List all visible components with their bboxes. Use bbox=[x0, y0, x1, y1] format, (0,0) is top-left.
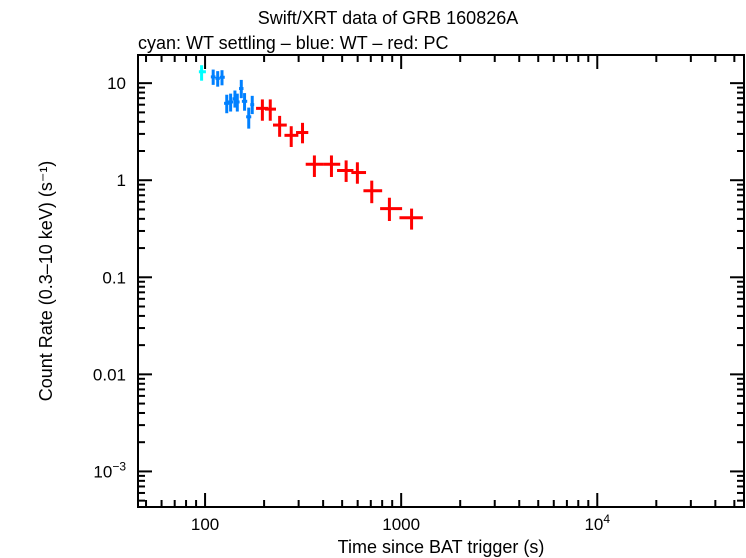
data-point bbox=[264, 99, 277, 121]
y-tick-label: 1 bbox=[117, 171, 126, 190]
data-point bbox=[246, 107, 252, 129]
data-point bbox=[228, 93, 234, 112]
data-point bbox=[351, 162, 367, 184]
data-point bbox=[399, 208, 423, 230]
data-point bbox=[380, 197, 403, 222]
y-tick-label: 0.01 bbox=[93, 365, 126, 384]
y-tick-label: 10 bbox=[107, 74, 126, 93]
axis-ticks: 100 1000 104 10 1 0.1 0.01 10−3 bbox=[93, 55, 744, 534]
data-point bbox=[210, 69, 216, 85]
data-point bbox=[284, 126, 299, 147]
chart-title: Swift/XRT data of GRB 160826A bbox=[258, 8, 518, 28]
plot-frame bbox=[137, 54, 745, 508]
chart-subtitle: cyan: WT settling – blue: WT – red: PC bbox=[138, 33, 448, 53]
x-tick-label: 100 bbox=[191, 515, 219, 534]
data-point bbox=[219, 70, 225, 86]
data-point bbox=[305, 155, 324, 177]
data-point bbox=[296, 122, 309, 144]
data-points bbox=[198, 65, 423, 230]
data-point bbox=[234, 93, 240, 112]
y-tick-label: 10−3 bbox=[93, 459, 126, 481]
x-axis-label: Time since BAT trigger (s) bbox=[338, 537, 545, 557]
y-tick-label: 0.1 bbox=[102, 268, 126, 287]
data-point bbox=[239, 79, 244, 99]
data-point bbox=[250, 95, 255, 115]
data-point bbox=[323, 155, 341, 177]
x-tick-label: 104 bbox=[584, 512, 610, 534]
data-point bbox=[337, 160, 354, 182]
data-point bbox=[224, 94, 230, 114]
y-axis-label: Count Rate (0.3–10 keV) (s⁻¹) bbox=[36, 161, 56, 402]
data-point bbox=[272, 115, 287, 137]
x-tick-label: 1000 bbox=[382, 515, 420, 534]
data-point bbox=[215, 71, 220, 87]
data-point bbox=[198, 65, 206, 81]
data-point bbox=[241, 93, 248, 111]
data-point bbox=[363, 180, 383, 204]
